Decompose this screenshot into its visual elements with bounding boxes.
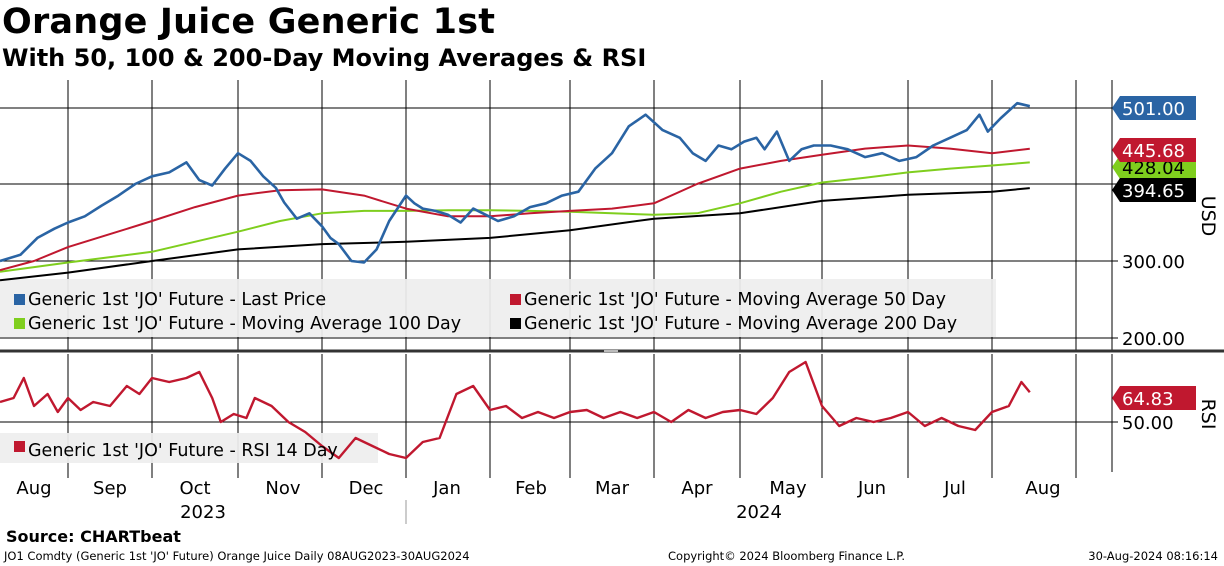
value-tag-shape — [1112, 96, 1196, 120]
value-tag-label: 64.83 — [1122, 389, 1174, 410]
x-tick-label: Mar — [595, 478, 630, 499]
legend-swatch — [510, 318, 521, 329]
source-note: Source: CHARTbeat — [6, 527, 181, 546]
legend-swatch — [14, 318, 25, 329]
legend-label: Generic 1st 'JO' Future - Last Price — [28, 290, 326, 310]
legend-background — [0, 279, 996, 337]
panel-divider-handle — [604, 350, 618, 352]
ma50-line — [0, 144, 1030, 272]
x-tick-label: Oct — [179, 478, 210, 499]
value-tag-label: 428.04 — [1122, 158, 1185, 179]
x-tick-label: Sep — [93, 478, 127, 499]
chart-title: Orange Juice Generic 1st — [2, 2, 496, 42]
chart-subtitle: With 50, 100 & 200-Day Moving Averages &… — [2, 44, 647, 72]
x-tick-label: Jul — [943, 478, 966, 499]
last-price-line — [0, 101, 1031, 264]
legend-swatch — [510, 294, 521, 305]
value-tag-label: 501.00 — [1122, 99, 1185, 120]
ticker-info: JO1 Comdty (Generic 1st 'JO' Future) Ora… — [4, 549, 470, 563]
rsi-value-tag: 64.83 — [1112, 386, 1196, 410]
x-year-label: 2023 — [180, 502, 226, 523]
rsi-axis-title: RSI — [1197, 399, 1219, 430]
x-tick-label: Aug — [1025, 478, 1060, 499]
y-axis-title: USD — [1197, 196, 1219, 237]
y-tick-label: 50.00 — [1122, 413, 1174, 434]
ma200-value-tag: 394.65 — [1112, 178, 1196, 202]
x-tick-label: Aug — [16, 478, 51, 499]
value-tag-shape — [1112, 178, 1196, 202]
x-tick-label: May — [769, 478, 807, 499]
y-tick-label: 200.00 — [1122, 329, 1185, 350]
x-tick-label: Jun — [857, 478, 886, 499]
value-tag-shape — [1112, 138, 1196, 162]
x-year-label: 2024 — [736, 502, 782, 523]
ma50-value-tag: 445.68 — [1112, 138, 1196, 162]
legend-label: Generic 1st 'JO' Future - RSI 14 Day — [28, 441, 338, 461]
rsi-line — [0, 360, 1031, 460]
legend-label: Generic 1st 'JO' Future - Moving Average… — [28, 314, 461, 334]
value-tag-shape — [1112, 386, 1196, 410]
legend-label: Generic 1st 'JO' Future - Moving Average… — [524, 290, 946, 310]
last-price-value-tag: 501.00 — [1112, 96, 1196, 120]
x-tick-label: Apr — [681, 478, 713, 499]
legend-swatch — [14, 441, 25, 452]
legend-label: Generic 1st 'JO' Future - Moving Average… — [524, 314, 957, 334]
y-tick-label: 300.00 — [1122, 252, 1185, 273]
timestamp: 30-Aug-2024 08:16:14 — [1088, 549, 1218, 563]
x-tick-label: Nov — [265, 478, 300, 499]
x-tick-label: Jan — [432, 478, 461, 499]
rsi-legend-background — [0, 433, 378, 463]
value-tag-label: 445.68 — [1122, 141, 1185, 162]
copyright-note: Copyright© 2024 Bloomberg Finance L.P. — [668, 549, 905, 563]
x-tick-label: Dec — [349, 478, 384, 499]
ma200-line — [0, 187, 1030, 282]
legend-swatch — [14, 294, 25, 305]
x-tick-label: Feb — [515, 478, 547, 499]
value-tag-label: 394.65 — [1122, 181, 1185, 202]
